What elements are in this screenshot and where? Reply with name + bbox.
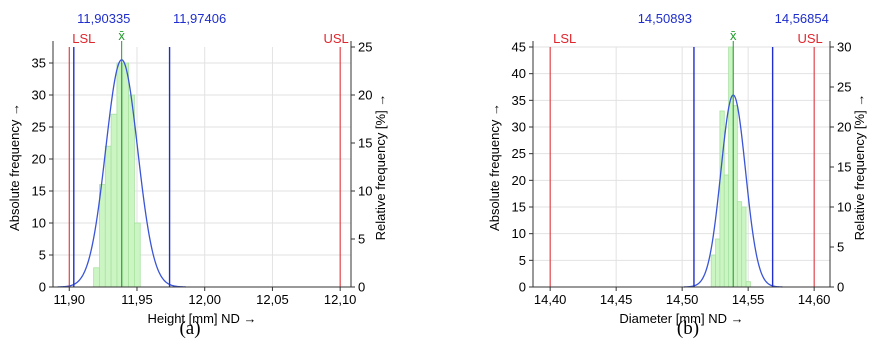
histogram-bar (93, 267, 100, 288)
x-tick-label: 14,50 (666, 292, 699, 307)
histogram-bar (710, 254, 716, 288)
y-tick-label: 0 (519, 280, 526, 295)
y-tick-label: 20 (512, 173, 526, 188)
histogram-bar (134, 222, 141, 288)
histogram-bar (723, 174, 730, 288)
spec-limit-label: USL (798, 31, 823, 46)
y2-tick-label: 20 (358, 88, 372, 103)
histogram-bar (741, 206, 747, 288)
mean-label: x̄ (118, 28, 125, 43)
tolerance-label: 14,50893 (638, 11, 692, 26)
spec-limit-label: USL (324, 31, 349, 46)
histogram-bar (128, 94, 135, 288)
tolerance-label: 14,56854 (775, 11, 829, 26)
tolerance-label: 11,90335 (77, 11, 130, 26)
histogram-bar (99, 184, 106, 288)
tolerance-label: 11,97406 (173, 11, 226, 26)
y-tick-label: 25 (512, 146, 526, 161)
panel-b-caption: (b) (676, 318, 700, 339)
y-tick-label: 15 (32, 184, 46, 199)
y2-tick-label: 20 (837, 120, 851, 135)
panel-a-caption: (a) (179, 318, 201, 339)
mean-label: x̄ (730, 28, 737, 43)
y2-tick-label: 0 (837, 280, 844, 295)
y-tick-label: 0 (39, 280, 46, 295)
histogram-bar (110, 113, 118, 288)
y2-tick-label: 15 (837, 160, 851, 175)
histogram-bar (736, 201, 743, 288)
histogram-bar (745, 281, 751, 288)
spec-limit-label: LSL (72, 31, 95, 46)
y2-tick-label: 0 (358, 280, 365, 295)
y-tick-label: 35 (512, 93, 526, 108)
histogram-bar (104, 145, 112, 288)
histogram-bar (719, 110, 725, 288)
y-tick-label: 45 (512, 40, 526, 55)
x-tick-label: 14,55 (732, 292, 765, 307)
y-axis-title: Absolute frequency → (7, 103, 22, 231)
y2-tick-label: 25 (837, 80, 851, 95)
y-tick-label: 30 (32, 88, 46, 103)
y-tick-label: 10 (32, 216, 46, 231)
x-tick-label: 11,90 (53, 292, 85, 307)
y-tick-label: 10 (512, 226, 526, 241)
y-tick-label: 25 (32, 120, 46, 135)
x-tick-label: 14,45 (600, 292, 633, 307)
histogram-bar (728, 46, 734, 288)
chart-panel-a: LSL USL 11,90335 11,97406 x̄ 11,90 11,95 12,00 1… (7, 11, 388, 326)
y-tick-label: 35 (32, 56, 46, 71)
y2-tick-label: 10 (837, 200, 851, 215)
x-tick-label: 12,10 (324, 292, 357, 307)
y2-tick-label: 5 (837, 240, 844, 255)
y-tick-label: 15 (512, 200, 526, 215)
x-axis-title: Diameter [mm] ND → (619, 311, 743, 326)
spec-limit-label: LSL (553, 31, 576, 46)
histogram-bar (122, 62, 129, 288)
y2-tick-label: 15 (358, 136, 372, 151)
y-axis-title: Absolute frequency → (487, 103, 502, 231)
y-tick-label: 5 (519, 253, 526, 268)
x-axis-title: Height [mm] ND → (147, 311, 256, 326)
y2-axis-title: Relative frequency [%] → (373, 94, 388, 241)
x-tick-label: 12,05 (256, 292, 289, 307)
x-tick-label: 12,00 (188, 292, 221, 307)
y2-axis-title: Relative frequency [%] → (852, 94, 867, 241)
y2-tick-label: 5 (358, 232, 365, 247)
y2-tick-label: 30 (837, 40, 851, 55)
y-tick-label: 30 (512, 120, 526, 135)
x-tick-label: 14,60 (798, 292, 831, 307)
y2-tick-label: 25 (358, 40, 372, 55)
y-tick-label: 5 (39, 248, 46, 263)
y-tick-label: 40 (512, 66, 526, 81)
y-tick-label: 20 (32, 152, 46, 167)
y2-tick-label: 10 (358, 184, 372, 199)
histogram-bar (715, 238, 721, 288)
x-tick-label: 11,95 (121, 292, 153, 307)
chart-panel-b: LSL USL 14,50893 14,56854 x̄ 14,40 14,45 14,50 1… (487, 11, 867, 326)
x-tick-label: 14,40 (534, 292, 567, 307)
